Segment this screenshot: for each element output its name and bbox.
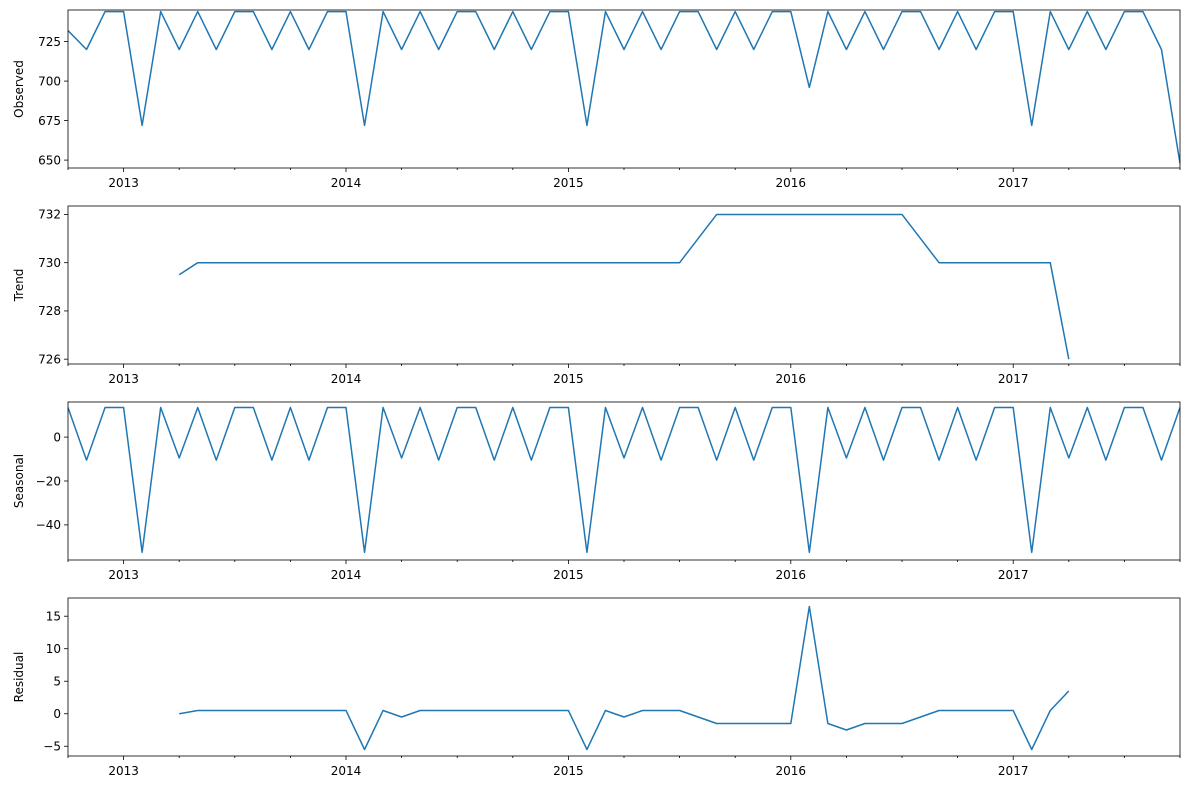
y-tick-label: 675 — [38, 114, 61, 128]
series-line-residual — [179, 605, 1070, 751]
y-axis-label: Observed — [12, 60, 26, 118]
y-tick-label: 728 — [38, 304, 61, 318]
y-tick-label: −40 — [36, 518, 61, 532]
panel-residual: 2013 2014 2015 2016 2017 −5 0 5 10 15 Residual — [12, 597, 1181, 778]
y-tick-label: 5 — [53, 675, 61, 689]
x-tick-label: 2014 — [331, 372, 362, 386]
axes-frame — [67, 205, 1181, 365]
x-tick-label: 2017 — [998, 372, 1029, 386]
x-tick-label: 2013 — [108, 372, 139, 386]
series-line-trend — [178, 213, 1070, 360]
x-tick-label: 2015 — [553, 568, 584, 582]
y-tick-label: 0 — [53, 707, 61, 721]
axes-frame — [67, 597, 1181, 757]
y-tick-label: 726 — [38, 352, 61, 366]
x-tick-label: 2017 — [998, 764, 1029, 778]
y-tick-label: 700 — [38, 74, 61, 88]
x-tick-label: 2016 — [776, 764, 807, 778]
y-axis-label: Trend — [12, 269, 26, 303]
x-tick-label: 2013 — [108, 568, 139, 582]
x-tick-label: 2013 — [108, 764, 139, 778]
y-tick-label: −20 — [36, 474, 61, 488]
y-tick-label: 650 — [38, 153, 61, 167]
x-tick-label: 2015 — [553, 176, 584, 190]
x-tick-label: 2017 — [998, 176, 1029, 190]
y-axis-label: Residual — [12, 652, 26, 703]
axes-frame — [67, 401, 1181, 561]
panel-seasonal: 2013 2014 2015 2016 2017 −40 −20 0 Seasonal — [12, 401, 1181, 582]
y-tick-label: 0 — [53, 430, 61, 444]
x-tick-label: 2016 — [776, 568, 807, 582]
x-tick-label: 2014 — [331, 764, 362, 778]
y-tick-label: 15 — [46, 610, 61, 624]
panel-trend: 2013 2014 2015 2016 2017 726 728 730 732 Trend — [12, 205, 1181, 386]
x-tick-label: 2015 — [553, 372, 584, 386]
axes-frame — [67, 9, 1181, 169]
series-line-observed — [68, 10, 1180, 164]
x-tick-label: 2014 — [331, 176, 362, 190]
y-tick-label: 10 — [46, 642, 61, 656]
x-tick-label: 2015 — [553, 764, 584, 778]
x-tick-label: 2016 — [776, 176, 807, 190]
y-tick-label: 730 — [38, 256, 61, 270]
y-axis-label: Seasonal — [12, 454, 26, 508]
y-tick-label: 725 — [38, 35, 61, 49]
series-line-seasonal — [68, 406, 1180, 554]
y-tick-label: −5 — [43, 740, 61, 754]
x-tick-label: 2017 — [998, 568, 1029, 582]
x-tick-label: 2014 — [331, 568, 362, 582]
y-tick-label: 732 — [38, 208, 61, 222]
x-tick-label: 2013 — [108, 176, 139, 190]
panel-observed: 2013 2014 2015 2016 2017 650 675 700 725 Observed — [12, 9, 1181, 190]
x-tick-label: 2016 — [776, 372, 807, 386]
